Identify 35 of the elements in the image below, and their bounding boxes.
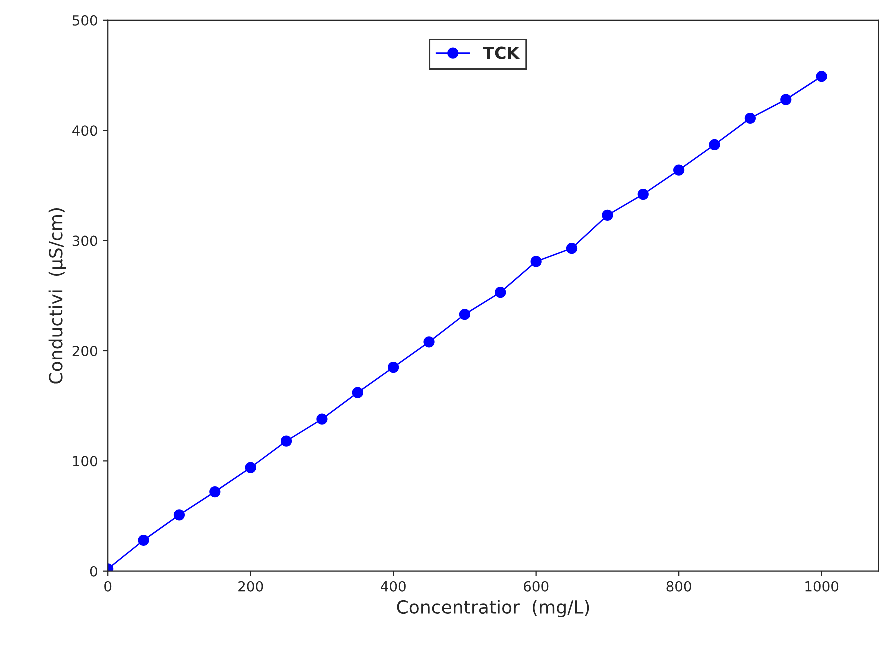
legend-label: TCK (483, 46, 520, 60)
point (638, 188, 649, 200)
x-tick-label: 800 (666, 581, 692, 592)
x-axis-title: Concentratior (mg/L) (397, 600, 590, 618)
y-tick-label: 500 (72, 15, 98, 26)
y-axis-title: Conductivi (µS/cm) (48, 208, 66, 384)
y-tick-label: 400 (72, 126, 98, 136)
point (459, 309, 471, 320)
y-tick-label: 300 (72, 236, 98, 246)
point (316, 414, 328, 425)
point (210, 486, 221, 498)
x-tick-label: 0 (104, 581, 112, 592)
point (174, 510, 186, 521)
point (780, 94, 792, 106)
point (388, 362, 400, 374)
y-tick-label: 0 (90, 566, 98, 577)
point (495, 287, 506, 298)
x-tick-label: 600 (524, 581, 549, 592)
x-tick-label: 200 (238, 581, 264, 592)
point (709, 139, 720, 150)
point (816, 71, 828, 82)
point (602, 210, 614, 222)
point (744, 112, 756, 124)
x-tick-label: 1000 (806, 581, 839, 592)
point (674, 164, 685, 176)
point (280, 436, 292, 447)
point (245, 462, 256, 474)
point (424, 336, 435, 348)
point (566, 242, 578, 254)
y-tick-label: 200 (72, 346, 98, 356)
y-tick-label: 100 (73, 456, 98, 467)
point (530, 256, 542, 268)
point (138, 534, 150, 546)
x-tick-label: 400 (381, 581, 406, 592)
point (352, 387, 364, 398)
